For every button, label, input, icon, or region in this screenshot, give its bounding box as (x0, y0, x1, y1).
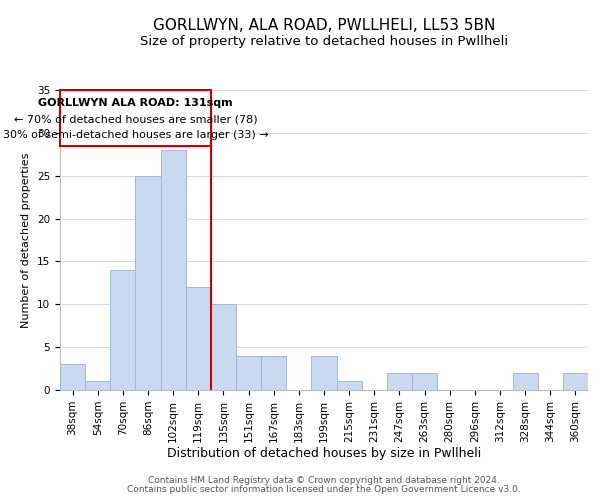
Text: ← 70% of detached houses are smaller (78): ← 70% of detached houses are smaller (78… (14, 115, 257, 125)
Bar (563, 373, 588, 390)
Bar (261, 356, 286, 390)
Bar (211, 304, 236, 390)
Bar (512, 373, 538, 390)
Bar (412, 373, 437, 390)
Bar (136, 176, 161, 390)
Bar (161, 150, 186, 390)
Bar (85, 382, 110, 390)
Text: GORLLWYN ALA ROAD: 131sqm: GORLLWYN ALA ROAD: 131sqm (38, 98, 233, 108)
Bar (186, 287, 211, 390)
Bar (236, 356, 261, 390)
Text: Contains public sector information licensed under the Open Government Licence v3: Contains public sector information licen… (127, 485, 521, 494)
Bar (311, 356, 337, 390)
X-axis label: Distribution of detached houses by size in Pwllheli: Distribution of detached houses by size … (167, 448, 481, 460)
Text: Contains HM Land Registry data © Crown copyright and database right 2024.: Contains HM Land Registry data © Crown c… (148, 476, 500, 485)
FancyBboxPatch shape (60, 90, 211, 146)
Text: 30% of semi-detached houses are larger (33) →: 30% of semi-detached houses are larger (… (2, 130, 268, 140)
Bar (110, 270, 136, 390)
Bar (337, 382, 362, 390)
Text: GORLLWYN, ALA ROAD, PWLLHELI, LL53 5BN: GORLLWYN, ALA ROAD, PWLLHELI, LL53 5BN (153, 18, 495, 32)
Y-axis label: Number of detached properties: Number of detached properties (22, 152, 31, 328)
Bar (60, 364, 85, 390)
Text: Size of property relative to detached houses in Pwllheli: Size of property relative to detached ho… (140, 35, 508, 48)
Bar (387, 373, 412, 390)
